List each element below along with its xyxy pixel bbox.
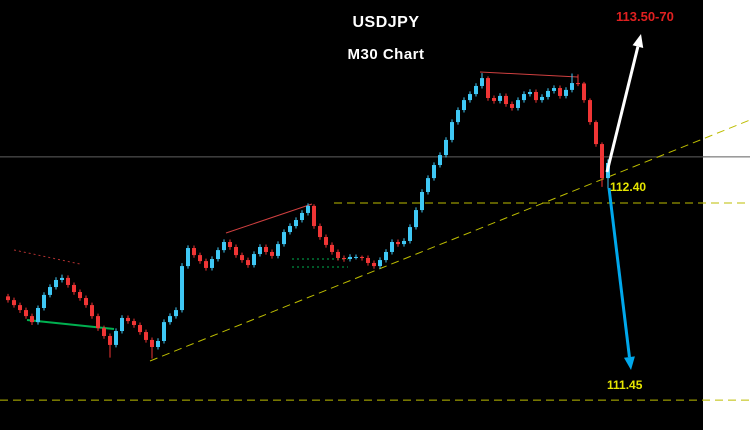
candles-layer — [6, 73, 610, 359]
chart-title: USDJPY M30 Chart — [306, 14, 466, 63]
arrows-layer — [605, 34, 644, 370]
chart-timeframe-label: M30 Chart — [347, 46, 425, 63]
support-level-label: 111.45 — [607, 378, 643, 392]
chart-symbol-label: USDJPY — [352, 14, 420, 31]
drawn-lines-layer — [13, 71, 579, 330]
right-margin — [703, 0, 750, 430]
levels-layer — [0, 119, 750, 401]
target-price-label: 113.50-70 — [616, 9, 674, 24]
resistance-level-label: 112.40 — [610, 180, 647, 194]
